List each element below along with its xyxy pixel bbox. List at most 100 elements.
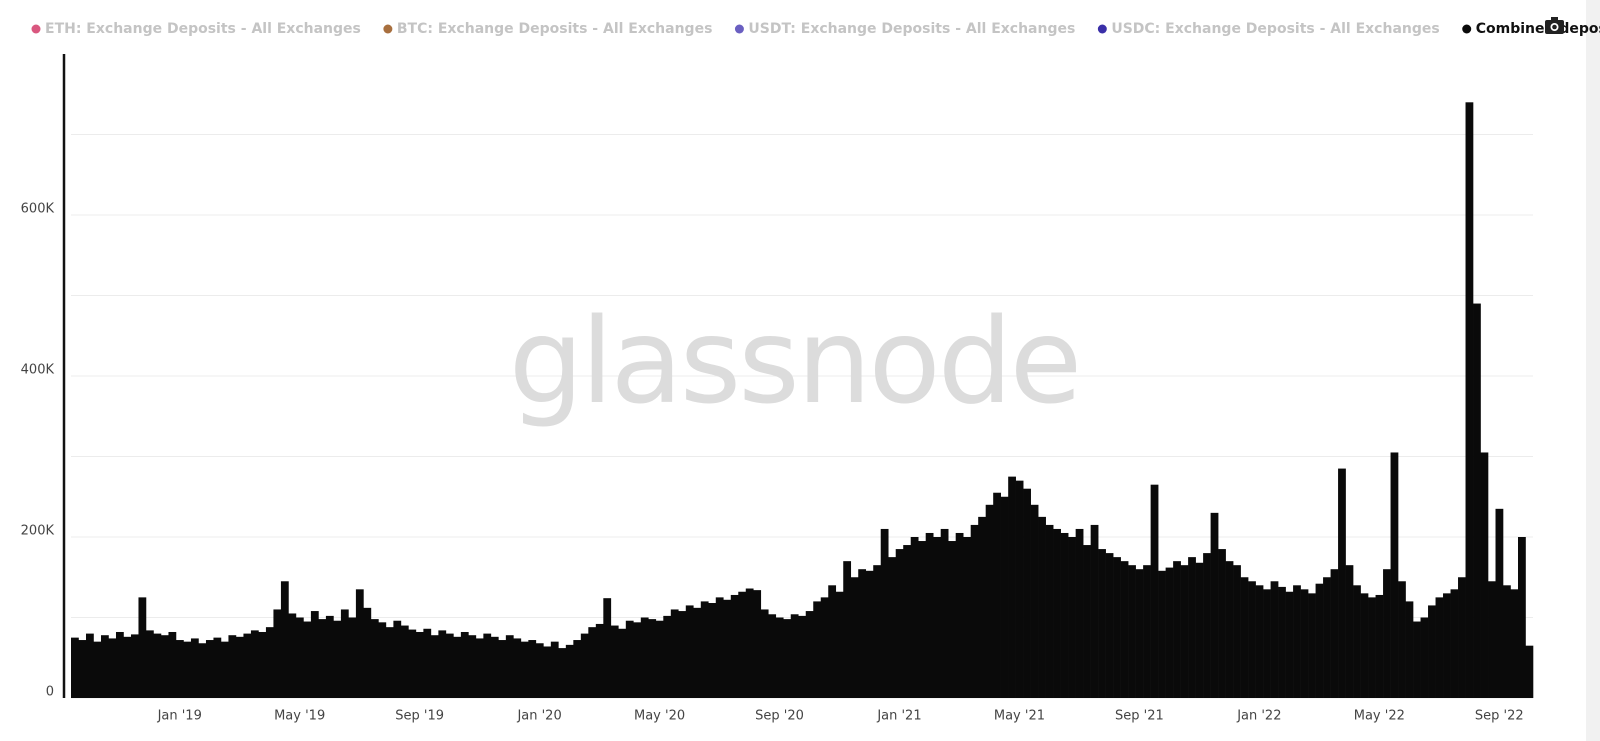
legend-label[interactable]: USDC: Exchange Deposits - All Exchanges <box>1111 21 1439 37</box>
bar <box>1338 468 1346 698</box>
bar <box>1000 496 1009 698</box>
bar <box>888 557 897 698</box>
bar <box>1308 593 1316 698</box>
bar <box>730 594 739 698</box>
y-tick-label: 0 <box>46 685 54 700</box>
bar <box>798 615 807 698</box>
legend-label[interactable]: Combined depositing wallets <box>1476 21 1600 37</box>
bar <box>1263 589 1271 698</box>
legend-label[interactable]: BTC: Exchange Deposits - All Exchanges <box>397 21 713 37</box>
bar <box>453 636 462 698</box>
scrollbar <box>1586 0 1600 741</box>
bar <box>288 613 297 698</box>
bar <box>1053 528 1061 698</box>
bar <box>1218 549 1226 698</box>
bars <box>71 102 1534 699</box>
bar <box>1383 569 1391 698</box>
bar <box>963 537 971 698</box>
bar <box>745 588 754 698</box>
bar <box>520 641 529 698</box>
bar <box>1225 561 1234 698</box>
x-tick-label: May '22 <box>1354 709 1405 724</box>
bar <box>1060 532 1069 698</box>
bar <box>873 565 882 698</box>
bar <box>625 620 634 698</box>
bar <box>1435 597 1444 698</box>
bar <box>438 630 447 698</box>
bar <box>640 617 649 698</box>
bar <box>738 591 747 698</box>
bar <box>1488 581 1496 698</box>
bar <box>1195 562 1204 698</box>
bar <box>1323 577 1331 698</box>
bar <box>610 625 619 698</box>
bar <box>663 615 672 698</box>
bar <box>678 611 687 698</box>
bar <box>648 619 657 698</box>
bar <box>78 640 87 698</box>
bar <box>978 516 986 698</box>
bar <box>423 628 432 698</box>
camera-icon[interactable] <box>1545 17 1564 34</box>
bar <box>775 617 784 698</box>
bar <box>1473 303 1481 698</box>
bar <box>348 617 357 698</box>
bar <box>430 635 439 698</box>
bar <box>1390 452 1399 698</box>
bar <box>385 627 394 698</box>
bar <box>483 633 492 698</box>
bar <box>985 504 994 698</box>
bar <box>393 620 402 698</box>
x-tick-label: Jan '22 <box>1236 709 1281 724</box>
bar <box>1240 577 1249 698</box>
bar <box>940 528 949 698</box>
y-tick-label: 600K <box>21 202 55 217</box>
bar <box>1188 557 1196 698</box>
bar <box>1345 565 1354 698</box>
bar <box>1278 586 1286 698</box>
bar <box>1503 585 1511 698</box>
bar <box>190 638 199 698</box>
bar <box>475 638 484 698</box>
bar <box>708 603 717 698</box>
bar <box>1353 585 1361 698</box>
bar <box>1248 581 1256 698</box>
bar <box>153 633 162 698</box>
bar <box>303 621 312 698</box>
bar <box>1120 561 1129 698</box>
bar <box>925 532 934 698</box>
bar <box>1008 476 1016 698</box>
bar <box>1068 537 1076 698</box>
bar <box>243 633 252 698</box>
bar <box>355 589 364 698</box>
bar <box>1165 567 1174 698</box>
bar <box>145 630 154 698</box>
bar <box>138 597 147 698</box>
x-tick-label: Sep '20 <box>755 709 804 724</box>
bar <box>1270 581 1279 698</box>
legend-label[interactable]: USDT: Exchange Deposits - All Exchanges <box>748 21 1075 37</box>
bar <box>948 541 956 698</box>
bar <box>1458 577 1466 698</box>
bar <box>813 601 822 698</box>
bar <box>108 638 117 698</box>
bar <box>805 611 814 698</box>
bar <box>933 537 942 698</box>
bar <box>1203 553 1211 698</box>
bar <box>265 627 274 698</box>
bar <box>333 620 342 698</box>
bar <box>588 627 597 698</box>
bar <box>670 609 679 698</box>
bar <box>1428 605 1436 698</box>
bar <box>535 643 544 698</box>
legend-dot <box>1097 24 1107 34</box>
bar <box>970 524 979 698</box>
bar <box>490 636 499 698</box>
bar <box>1293 585 1301 698</box>
bar <box>1465 102 1474 699</box>
bar <box>1300 589 1309 698</box>
legend-label[interactable]: ETH: Exchange Deposits - All Exchanges <box>45 21 361 37</box>
bar <box>1038 516 1046 698</box>
bar <box>1405 601 1414 698</box>
